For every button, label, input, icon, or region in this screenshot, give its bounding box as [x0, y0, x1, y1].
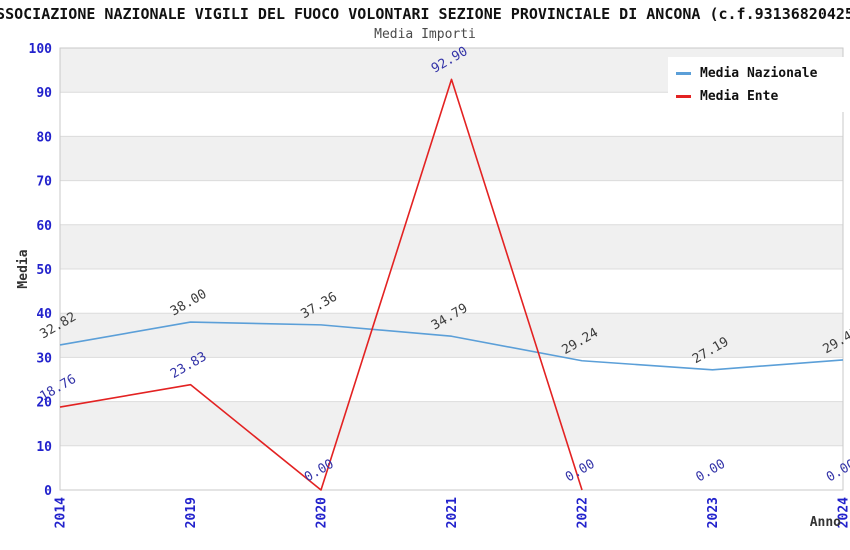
plot-band [60, 401, 843, 446]
y-tick-label: 90 [36, 86, 52, 101]
y-tick-label: 30 [36, 351, 52, 366]
x-tick-label: 2023 [706, 497, 721, 528]
y-axis-title: Media [16, 249, 31, 288]
y-tick-label: 20 [36, 396, 52, 411]
legend-item-media-nazionale: Media Nazionale [676, 66, 836, 81]
chart-subtitle: Media Importi [374, 27, 476, 42]
y-tick-label: 60 [36, 219, 52, 234]
y-tick-label: 80 [36, 130, 52, 145]
plot-band [60, 136, 843, 181]
series-line-1 [59, 78, 583, 491]
legend-item-media-ente: Media Ente [676, 89, 836, 104]
y-tick-label: 40 [36, 307, 52, 322]
x-axis-title: Anno [810, 515, 841, 530]
legend-label-media-ente: Media Ente [700, 89, 779, 104]
legend: Media Nazionale Media Ente [668, 57, 846, 112]
data-label: 0.00 [302, 457, 337, 486]
legend-label-media-nazionale: Media Nazionale [700, 66, 818, 81]
y-tick-label: 70 [36, 175, 52, 190]
x-tick-label: 2020 [315, 497, 330, 528]
y-tick-label: 50 [36, 263, 52, 278]
x-tick-label: 2022 [576, 497, 591, 528]
x-tick-label: 2021 [445, 497, 460, 528]
data-label: 0.00 [693, 457, 728, 486]
x-tick-label: 2014 [54, 497, 69, 528]
y-tick-label: 0 [44, 484, 52, 499]
x-tick-label: 2024 [837, 497, 850, 528]
legend-marker-media-nazionale-icon [676, 72, 691, 75]
legend-marker-media-ente-icon [676, 95, 691, 98]
y-tick-label: 100 [29, 42, 53, 57]
y-tick-label: 10 [36, 440, 52, 455]
series-line-0 [59, 321, 844, 371]
x-tick-label: 2019 [184, 497, 199, 528]
plot-band [60, 224, 843, 269]
plot-border [59, 47, 844, 491]
page-title: ASSOCIAZIONE NAZIONALE VIGILI DEL FUOCO … [0, 5, 850, 23]
data-label: 0.00 [563, 457, 598, 486]
plot-band [60, 313, 843, 358]
data-label: 0.00 [824, 457, 850, 486]
